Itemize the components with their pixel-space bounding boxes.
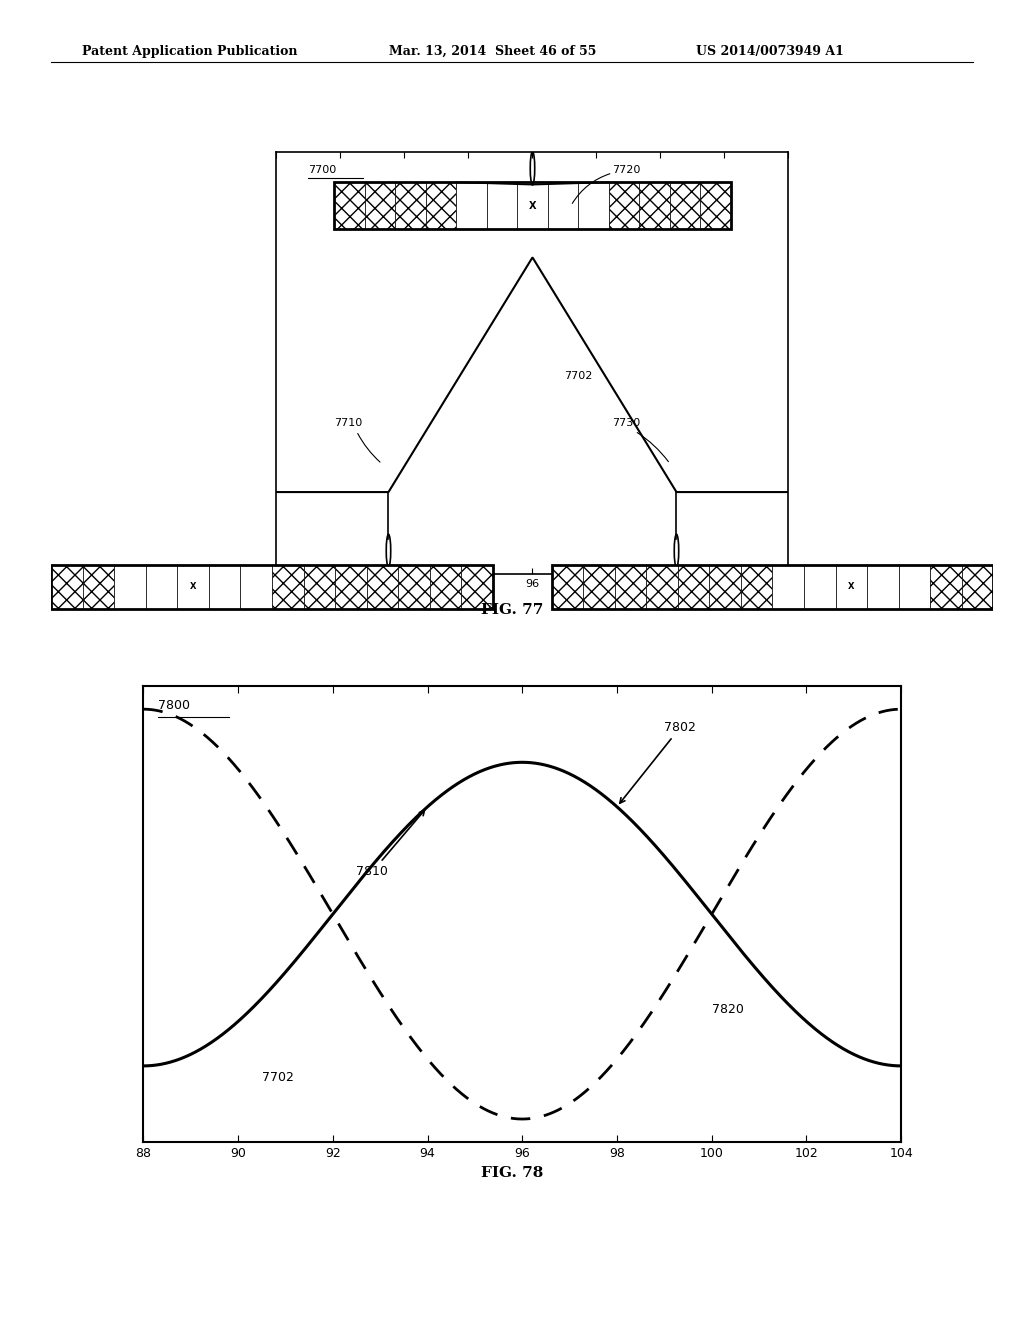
- Bar: [365, 182, 395, 230]
- Text: 7702: 7702: [564, 371, 593, 381]
- Bar: [83, 565, 115, 609]
- Bar: [335, 565, 367, 609]
- Text: 7800: 7800: [158, 700, 189, 713]
- Bar: [552, 565, 993, 609]
- Text: 7802: 7802: [620, 721, 696, 803]
- Bar: [552, 565, 584, 609]
- Text: 7702: 7702: [262, 1071, 294, 1084]
- Bar: [486, 182, 517, 230]
- Bar: [609, 182, 639, 230]
- Bar: [646, 565, 678, 609]
- Bar: [177, 565, 209, 609]
- Bar: [51, 565, 83, 609]
- Bar: [930, 565, 962, 609]
- Bar: [700, 182, 731, 230]
- Bar: [804, 565, 836, 609]
- Text: 7710: 7710: [334, 418, 362, 429]
- Bar: [426, 182, 456, 230]
- Text: Patent Application Publication: Patent Application Publication: [82, 45, 297, 58]
- Text: US 2014/0073949 A1: US 2014/0073949 A1: [696, 45, 844, 58]
- Bar: [272, 565, 303, 609]
- Text: 7820: 7820: [712, 1003, 743, 1016]
- Bar: [548, 182, 579, 230]
- Bar: [579, 182, 609, 230]
- Bar: [772, 565, 804, 609]
- Bar: [614, 565, 646, 609]
- Bar: [334, 182, 731, 230]
- Bar: [367, 565, 398, 609]
- Bar: [461, 565, 493, 609]
- Bar: [398, 565, 430, 609]
- Bar: [395, 182, 426, 230]
- Bar: [678, 565, 710, 609]
- Text: 7810: 7810: [356, 810, 425, 878]
- Bar: [456, 182, 486, 230]
- Bar: [584, 565, 614, 609]
- Bar: [51, 565, 493, 609]
- Bar: [209, 565, 241, 609]
- Bar: [836, 565, 867, 609]
- Bar: [517, 182, 548, 230]
- Bar: [962, 565, 993, 609]
- Text: 7700: 7700: [308, 165, 337, 176]
- Bar: [710, 565, 741, 609]
- Bar: [115, 565, 145, 609]
- Bar: [430, 565, 461, 609]
- Text: FIG. 77: FIG. 77: [481, 603, 543, 616]
- Text: Mar. 13, 2014  Sheet 46 of 55: Mar. 13, 2014 Sheet 46 of 55: [389, 45, 597, 58]
- Text: FIG. 78: FIG. 78: [481, 1167, 543, 1180]
- Text: 7720: 7720: [612, 165, 641, 176]
- Bar: [145, 565, 177, 609]
- Bar: [899, 565, 930, 609]
- Bar: [670, 182, 700, 230]
- Text: 7730: 7730: [612, 418, 641, 429]
- Text: X: X: [848, 582, 855, 591]
- Bar: [867, 565, 899, 609]
- Bar: [639, 182, 670, 230]
- Text: X: X: [528, 201, 537, 211]
- Bar: [741, 565, 772, 609]
- Text: X: X: [189, 582, 197, 591]
- Bar: [303, 565, 335, 609]
- Bar: [334, 182, 365, 230]
- Bar: [241, 565, 272, 609]
